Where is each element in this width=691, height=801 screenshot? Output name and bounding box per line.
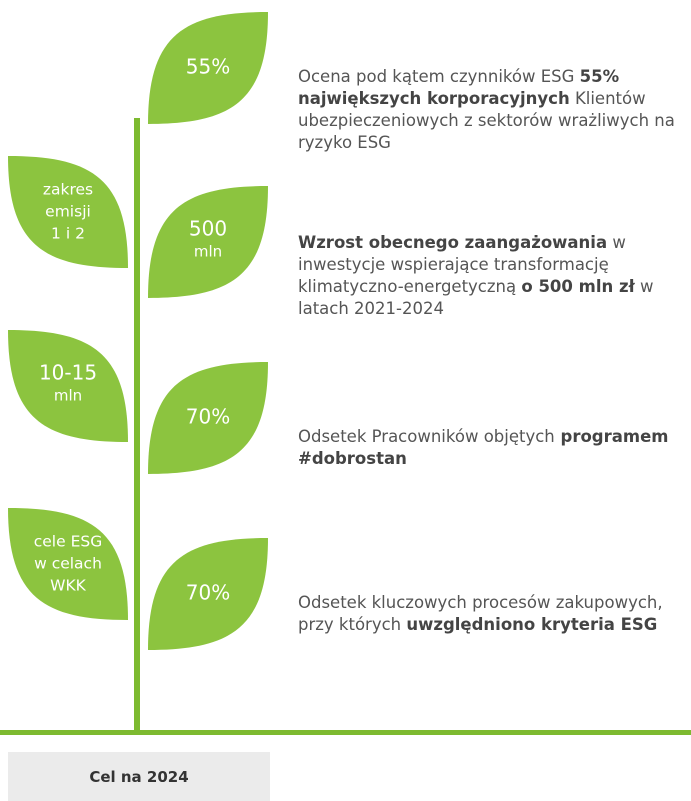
leaf bbox=[148, 362, 268, 474]
leaf-label: WKK bbox=[50, 577, 86, 595]
bold-text: 55% największych korporacyjnych bbox=[298, 67, 620, 108]
bold-text: Wzrost obecnego zaangażowania bbox=[298, 233, 608, 252]
bold-text: o 500 mln zł bbox=[521, 277, 635, 296]
description: Odsetek kluczowych procesów zakupowych, … bbox=[298, 592, 688, 636]
leaf-label: 1 i 2 bbox=[51, 225, 85, 243]
text: Odsetek kluczowych procesów zakupowych, … bbox=[298, 593, 663, 634]
leaf bbox=[148, 12, 268, 124]
leaf-label: 10-15 bbox=[39, 361, 97, 385]
text: w latach 2021-2024 bbox=[298, 277, 654, 318]
leaf-label: 500 bbox=[189, 217, 227, 241]
leaf bbox=[148, 186, 268, 298]
goal-box: Cel na 2024 bbox=[8, 752, 270, 801]
description: Odsetek Pracowników objętych programem #… bbox=[298, 426, 688, 470]
leaf bbox=[8, 508, 128, 620]
leaf bbox=[8, 330, 128, 442]
ground-line bbox=[0, 730, 691, 735]
description: Wzrost obecnego zaangażowania w inwestyc… bbox=[298, 232, 688, 320]
text: Odsetek Pracowników objętych bbox=[298, 427, 555, 446]
leaf bbox=[8, 156, 128, 268]
leaf-label: cele ESG bbox=[34, 533, 102, 551]
leaf-label: w celach bbox=[34, 555, 102, 573]
bold-text: programem #dobrostan bbox=[298, 427, 669, 468]
stem bbox=[134, 118, 140, 735]
leaf-label: zakres bbox=[43, 181, 93, 199]
leaf-label: emisji bbox=[45, 203, 91, 221]
leaf-label: 55% bbox=[186, 55, 230, 79]
goal-label: Cel na 2024 bbox=[89, 767, 189, 786]
text: Ocena pod kątem czynników ESG bbox=[298, 67, 580, 86]
description: Ocena pod kątem czynników ESG 55% najwię… bbox=[298, 66, 688, 154]
leaf-label: 70% bbox=[186, 581, 230, 605]
text: Klientów ubezpieczeniowych z sektorów wr… bbox=[298, 89, 675, 152]
leaf-label: mln bbox=[194, 243, 222, 261]
leaf-label: 70% bbox=[186, 405, 230, 429]
leaf bbox=[148, 538, 268, 650]
leaf-label: mln bbox=[54, 387, 82, 405]
text: w inwestycje wspierające transformację k… bbox=[298, 233, 626, 296]
bold-text: uwzględniono kryteria ESG bbox=[406, 615, 658, 634]
